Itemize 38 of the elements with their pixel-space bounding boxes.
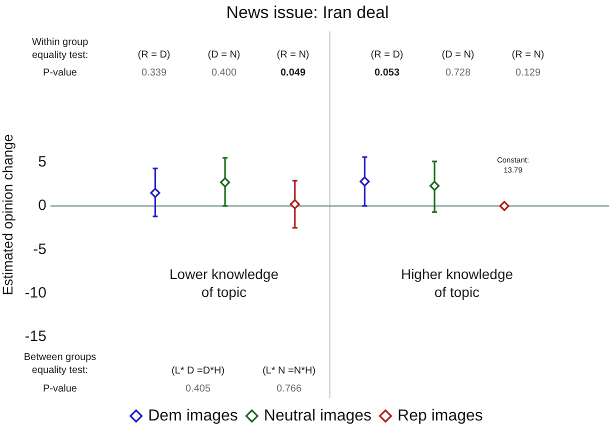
annotation: 0.400 (211, 66, 237, 79)
annotation: (L* N =N*H) (262, 364, 316, 378)
annotation: (R = D) (138, 48, 170, 62)
point (499, 200, 510, 212)
annotation: (L* D =D*H) (171, 364, 225, 378)
legend-label: Rep images (398, 407, 483, 424)
annotation: (R = N) (512, 48, 544, 62)
annotation: P-value (43, 66, 77, 79)
annotation: (D = N) (442, 48, 474, 62)
point (150, 188, 160, 198)
annotation: (D = N) (208, 48, 240, 62)
chart-title: News issue: Iran deal (226, 2, 389, 22)
y-tick-label: 5 (38, 153, 46, 170)
y-tick-label: 0 (38, 197, 46, 214)
point (290, 199, 300, 210)
point (360, 176, 370, 187)
legend-label: Dem images (148, 407, 238, 424)
annotation: Higher knowledge of topic (400, 264, 514, 302)
legend-label: Neutral images (264, 407, 372, 424)
annotation: Within group equality test: (32, 36, 90, 62)
point (220, 177, 230, 188)
annotation: 0.405 (185, 382, 211, 396)
annotation: 0.339 (141, 66, 167, 79)
annotation: P-value (43, 382, 77, 396)
annotation: 0.766 (276, 382, 302, 396)
y-tick-label: -15 (24, 328, 46, 346)
annotation: 0.053 (374, 66, 400, 79)
annotation: (R = D) (370, 48, 404, 62)
annotation: Lower knowledge of topic (168, 264, 280, 302)
y-tick-label: -10 (24, 284, 46, 302)
annotation: Between groups equality test: (22, 351, 98, 377)
annotation: (R = N) (276, 48, 310, 62)
annotation: 0.049 (280, 66, 306, 79)
y-axis-title: Estimated opinion change (0, 134, 16, 296)
y-tick-label: -5 (33, 240, 46, 258)
annotation: 0.728 (445, 66, 471, 79)
annotation: 0.129 (515, 66, 541, 79)
point (429, 180, 440, 191)
